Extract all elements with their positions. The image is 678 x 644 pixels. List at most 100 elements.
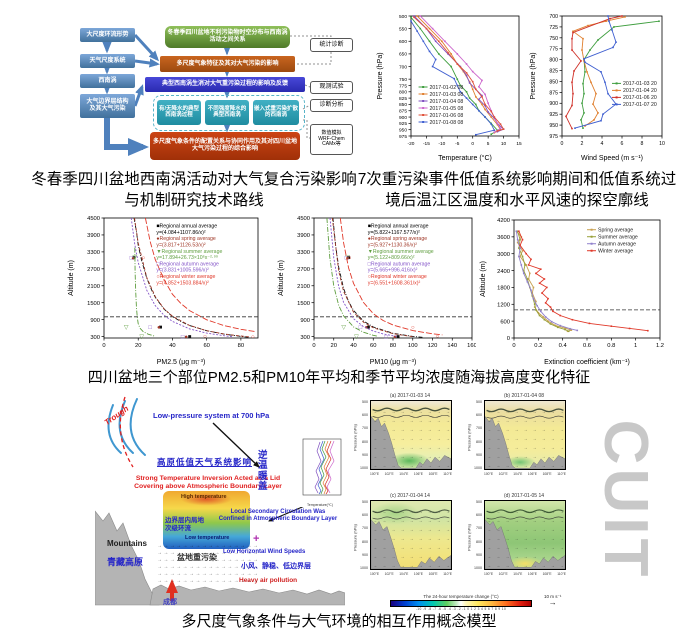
heatmap-title: (b) 2017-01-04 08 — [503, 393, 545, 399]
low-temperature-label: Low temperature — [185, 535, 230, 541]
svg-text:2017-01-03 20: 2017-01-03 20 — [623, 81, 657, 87]
quiver-arrows: → → → → → → → → → → → → → → → → → → → → … — [373, 509, 452, 568]
svg-text:○: ○ — [251, 334, 255, 340]
plus-sign: + — [253, 533, 260, 545]
flowchart-side-statistics: 统计诊断 — [310, 38, 353, 52]
svg-text:775: 775 — [399, 83, 407, 89]
svg-text:Pressure (hPa): Pressure (hPa) — [530, 52, 537, 99]
svg-text:1800: 1800 — [497, 286, 510, 292]
circulation-arrow — [267, 504, 308, 522]
svg-text:700: 700 — [399, 64, 407, 70]
svg-text:10: 10 — [501, 141, 507, 147]
temperature-gradient-blob — [163, 491, 250, 549]
svg-text:2017-01-02 08: 2017-01-02 08 — [430, 85, 464, 91]
svg-text:700: 700 — [549, 14, 558, 20]
svg-text:▽: ▽ — [139, 334, 144, 340]
svg-text:900: 900 — [549, 101, 558, 107]
svg-text:■: ■ — [188, 334, 192, 340]
svg-text:●: ● — [131, 256, 135, 262]
svg-text:■: ■ — [396, 334, 400, 340]
influence-arrow — [212, 422, 261, 468]
svg-text:○: ○ — [436, 334, 440, 340]
svg-text:▽: ▽ — [124, 325, 129, 331]
plateau-system-label: 高原低值天气系统影响 — [157, 457, 253, 467]
high-temperature-label: High temperature — [181, 494, 227, 500]
svg-text:775: 775 — [549, 47, 558, 53]
quiver-arrows: → → → → → → → → → → → → → → → → → → → → … — [373, 409, 452, 468]
svg-text:2017-01-06 08: 2017-01-06 08 — [430, 113, 464, 119]
pm25-altitude-chart: 0 20 40 60 80 300 900 1500 2100 2700 3300 3900 4500 P… — [66, 214, 262, 371]
svg-text:80: 80 — [390, 343, 396, 349]
svg-text:2017-01-06 20: 2017-01-06 20 — [623, 95, 657, 101]
svg-text:-5: -5 — [455, 141, 460, 147]
svg-text:Pressure (hPa): Pressure (hPa) — [377, 52, 384, 99]
flowchart-box-teal-1: 有/无降水的典型西南涡过程 — [157, 99, 201, 125]
local-circulation-label: Local Secondary Circulation Was Confined… — [218, 509, 338, 523]
mountains-label: Mountains — [107, 539, 147, 548]
svg-text:Altitude (m): Altitude (m) — [480, 261, 487, 297]
svg-text:0: 0 — [471, 141, 474, 147]
svg-text:1200: 1200 — [497, 302, 510, 308]
svg-text:300: 300 — [300, 335, 310, 341]
heatmap-panel-c: (c) 2017-01-04 14 Pressure (hPa) 500 600 7… — [348, 493, 454, 591]
svg-text:▽: ▽ — [354, 334, 359, 340]
extinction-altitude-chart: 0 0.2 0.4 0.6 0.8 1 1.2 0 600 1200 1800 2400 3000 360… — [478, 214, 670, 371]
flowchart-side-observation: 观测试验 — [310, 81, 353, 94]
svg-text:Altitude (m): Altitude (m) — [278, 260, 285, 296]
svg-text:5: 5 — [487, 141, 490, 147]
svg-text:2100: 2100 — [87, 284, 100, 290]
svg-text:1: 1 — [634, 343, 637, 349]
svg-text:□: □ — [130, 256, 134, 262]
svg-text:Winter average: Winter average — [598, 249, 633, 255]
inset-sounding-chart: Temperature(℃) — [295, 437, 345, 507]
flowchart-box-teal-3: 嵌入式重污染扩散的西南涡 — [253, 99, 299, 125]
svg-text:1500: 1500 — [297, 301, 310, 307]
flowchart-teal-group — [153, 95, 305, 131]
quiver-arrows: → → → → → → → → → → → → → → → → → → → → … — [487, 509, 566, 568]
svg-text:○: ○ — [142, 256, 146, 262]
pm10-altitude-chart: 0 20 40 60 80 100 120 140 160 300 900 1500 2100 2700 3… — [276, 214, 477, 371]
svg-text:□Regional autumn average: □Regional autumn average — [156, 261, 219, 267]
svg-text:600: 600 — [500, 319, 510, 325]
svg-text:-10: -10 — [438, 141, 445, 147]
svg-text:20: 20 — [331, 343, 337, 349]
svg-text:825: 825 — [549, 69, 558, 75]
svg-text:3300: 3300 — [87, 250, 100, 256]
svg-text:○: ○ — [203, 334, 207, 340]
svg-text:y=(5.927+1130.36/x)²: y=(5.927+1130.36/x)² — [368, 243, 417, 249]
flowchart-box-indigo: 典型西南涡生消对大气重污染过程的影响及反馈 — [145, 76, 305, 92]
vector-scale: 10 m s⁻¹ → — [544, 594, 561, 607]
svg-text:975: 975 — [549, 134, 558, 140]
svg-text:2700: 2700 — [87, 267, 100, 273]
svg-text:0: 0 — [512, 343, 515, 349]
svg-text:y=(4.084+1107.86/x)²: y=(4.084+1107.86/x)² — [156, 230, 205, 236]
svg-text:0: 0 — [561, 141, 564, 147]
svg-text:300: 300 — [90, 335, 100, 341]
svg-text:○: ○ — [411, 325, 415, 331]
longitude-ticks: 100°E 102°E 104°E 106°E 108°E 110°E — [484, 472, 566, 476]
svg-text:850: 850 — [399, 102, 407, 108]
svg-text:2017-01-04 08: 2017-01-04 08 — [430, 99, 464, 105]
svg-text:○Regional winter average: ○Regional winter average — [156, 274, 215, 280]
svg-text:●Regional spring average: ●Regional spring average — [368, 236, 427, 242]
svg-text:0.6: 0.6 — [583, 343, 591, 349]
heatmap-title: (a) 2017-01-03 14 — [389, 393, 431, 399]
svg-text:-20: -20 — [408, 141, 415, 147]
svg-text:▽: ▽ — [345, 255, 350, 261]
low-pressure-label: Low-pressure system at 700 hPa — [153, 411, 270, 420]
svg-text:■: ■ — [347, 256, 351, 262]
svg-text:850: 850 — [549, 79, 558, 85]
concept-model-diagram: Trough Low-pressure system at 700 hPa 高原… — [95, 393, 345, 607]
svg-text:▽: ▽ — [132, 255, 137, 261]
flowchart-box-boundary-layer: 大气边界层结构 及其大气污染 — [80, 94, 135, 118]
svg-text:□: □ — [181, 334, 185, 340]
vector-scale-arrow: → — [548, 598, 557, 607]
svg-text:3000: 3000 — [497, 252, 510, 258]
longitude-ticks: 100°E 102°E 104°E 106°E 108°E 110°E — [484, 572, 566, 576]
heatmap-panel-d: (d) 2017-01-05 14 Pressure (hPa) 500 600 7… — [462, 493, 568, 591]
svg-text:2017-01-03 08: 2017-01-03 08 — [430, 92, 464, 98]
svg-text:○: ○ — [348, 256, 352, 262]
svg-text:0: 0 — [102, 343, 105, 349]
flowchart-box-circulation: 大尺度环流形势 — [80, 28, 135, 42]
quiver-arrows: → → → → → → → → → → → → → → → → → → → → … — [487, 409, 566, 468]
